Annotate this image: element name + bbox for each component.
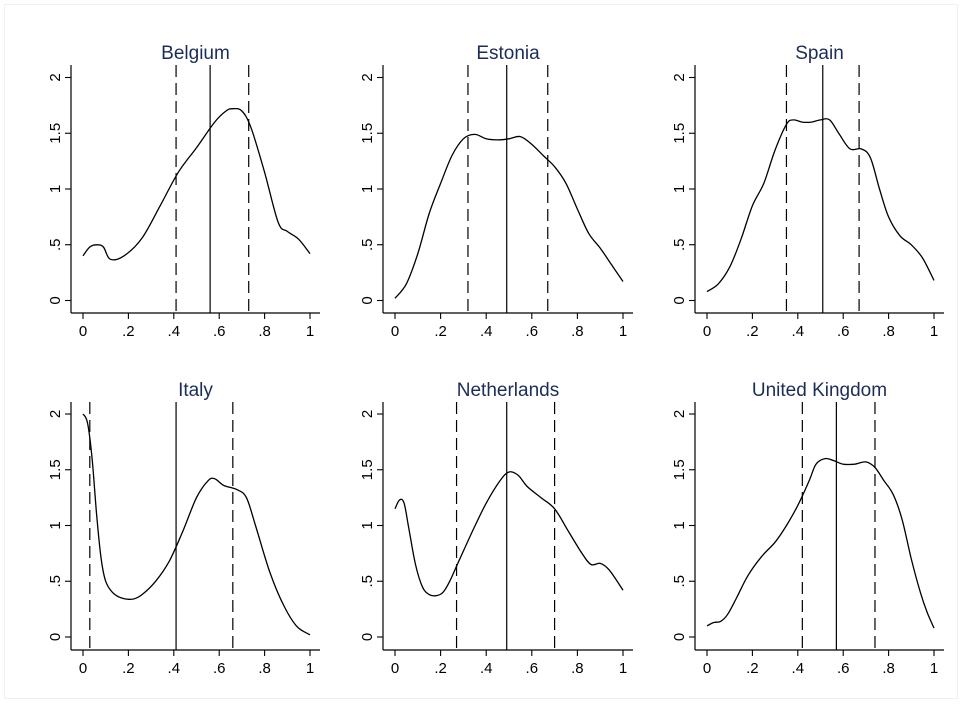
y-tick-label: .5 — [671, 238, 688, 251]
x-tick-label: .6 — [213, 323, 226, 340]
x-tick-label: 1 — [619, 323, 627, 340]
x-tick-label: .2 — [746, 660, 759, 677]
y-tick-label: 1 — [671, 521, 688, 529]
y-tick-label: 2 — [671, 73, 688, 81]
x-tick-label: .4 — [792, 323, 805, 340]
y-tick-label: 0 — [47, 633, 64, 641]
panel-title: Spain — [795, 43, 844, 64]
x-tick-label: 0 — [391, 323, 399, 340]
y-tick-label: .5 — [47, 238, 64, 251]
panel-italy: Italy 0 .5 1 1.5 2 0 .2 .4 .6 .8 1 — [47, 380, 320, 677]
x-tick-label: 1 — [306, 660, 314, 677]
y-tick-label: 2 — [47, 73, 64, 81]
panel-netherlands: Netherlands 0 .5 1 1.5 2 0 .2 .4 .6 .8 1 — [359, 380, 633, 677]
x-tick-label: .8 — [571, 323, 584, 340]
y-tick-label: .5 — [671, 575, 688, 588]
x-tick-label: .2 — [746, 323, 759, 340]
density-curve — [82, 413, 311, 636]
y-tick-label: 1.5 — [359, 123, 376, 144]
y-tick-label: 2 — [671, 410, 688, 418]
x-tick-label: .6 — [837, 323, 850, 340]
x-tick-label: .4 — [792, 660, 805, 677]
x-tick-label: .6 — [526, 323, 539, 340]
x-tick-label: .8 — [258, 660, 271, 677]
x-tick-label: .4 — [168, 660, 181, 677]
panel-title: Netherlands — [457, 380, 559, 401]
x-tick-label: .2 — [122, 323, 135, 340]
panel-estonia: Estonia 0 .5 1 1.5 2 0 .2 .4 .6 .8 1 — [359, 43, 633, 340]
density-curve — [82, 107, 311, 261]
panel-title: Estonia — [476, 43, 540, 64]
y-tick-label: 1 — [671, 185, 688, 193]
density-curve — [394, 471, 624, 597]
panel-title: Italy — [178, 380, 213, 401]
panel-belgium: Belgium 0 .5 1 1.5 2 0 .2 .4 .6 .8 1 — [47, 43, 320, 340]
y-tick-label: 0 — [47, 296, 64, 304]
y-tick-label: 1.5 — [47, 123, 64, 144]
y-tick-label: 2 — [47, 410, 64, 418]
density-curve — [394, 133, 624, 299]
y-tick-label: 1.5 — [359, 459, 376, 480]
y-tick-label: 1 — [47, 521, 64, 529]
y-tick-label: 2 — [359, 410, 376, 418]
x-tick-label: .4 — [480, 660, 493, 677]
x-tick-label: .2 — [434, 660, 447, 677]
y-tick-label: 1 — [47, 185, 64, 193]
y-tick-label: 0 — [359, 633, 376, 641]
x-tick-label: 0 — [79, 660, 87, 677]
y-tick-label: 1 — [359, 521, 376, 529]
x-tick-label: 1 — [930, 660, 938, 677]
y-tick-label: .5 — [359, 575, 376, 588]
x-tick-label: .8 — [258, 323, 271, 340]
x-tick-label: .8 — [882, 660, 895, 677]
x-tick-label: 1 — [619, 660, 627, 677]
y-tick-label: .5 — [47, 575, 64, 588]
x-tick-label: 1 — [930, 323, 938, 340]
y-tick-label: 2 — [359, 73, 376, 81]
panel-spain: Spain 0 .5 1 1.5 2 0 .2 .4 .6 .8 1 — [671, 43, 944, 340]
x-tick-label: 0 — [703, 660, 711, 677]
y-tick-label: 1.5 — [47, 459, 64, 480]
y-tick-label: 1 — [359, 185, 376, 193]
y-tick-label: 1.5 — [671, 123, 688, 144]
x-tick-label: .8 — [882, 323, 895, 340]
x-tick-label: 1 — [306, 323, 314, 340]
x-tick-label: .2 — [122, 660, 135, 677]
y-tick-label: 0 — [359, 296, 376, 304]
x-tick-label: .4 — [480, 323, 493, 340]
panel-united-kingdom: United Kingdom 0 .5 1 1.5 2 0 .2 .4 .6 .8 1 — [671, 380, 944, 677]
x-tick-label: .2 — [434, 323, 447, 340]
y-tick-label: 0 — [671, 633, 688, 641]
panel-title: United Kingdom — [752, 380, 887, 401]
x-tick-label: .4 — [168, 323, 181, 340]
y-tick-label: 1.5 — [671, 459, 688, 480]
y-tick-label: 0 — [671, 296, 688, 304]
x-tick-label: .8 — [571, 660, 584, 677]
x-tick-label: .6 — [837, 660, 850, 677]
x-tick-label: 0 — [79, 323, 87, 340]
x-tick-label: 0 — [703, 323, 711, 340]
density-curve — [706, 457, 935, 629]
figure-frame — [4, 4, 958, 699]
x-tick-label: .6 — [213, 660, 226, 677]
panel-title: Belgium — [161, 43, 230, 64]
density-curve — [706, 118, 935, 293]
y-tick-label: .5 — [359, 238, 376, 251]
x-tick-label: .6 — [526, 660, 539, 677]
x-tick-label: 0 — [391, 660, 399, 677]
